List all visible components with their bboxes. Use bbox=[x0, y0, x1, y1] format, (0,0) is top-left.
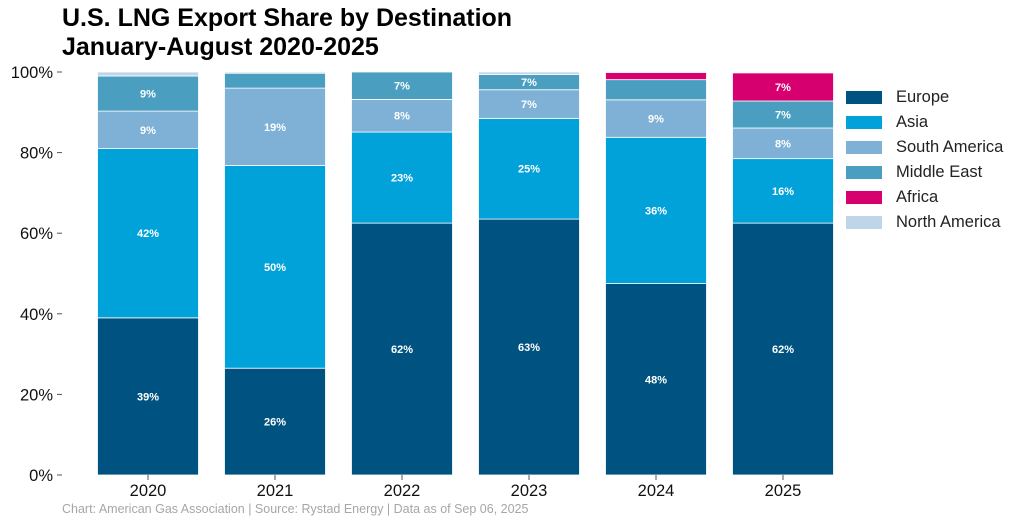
x-tick-label: 2025 bbox=[765, 482, 802, 500]
data-label: 9% bbox=[140, 89, 156, 101]
y-tick-label: 60% bbox=[20, 225, 53, 243]
bar-segment-middle-east bbox=[351, 71, 453, 100]
bar-segment-europe bbox=[478, 218, 580, 476]
data-label: 8% bbox=[394, 111, 410, 123]
bar-segment-africa bbox=[732, 72, 834, 102]
bar-segment-north-america bbox=[732, 71, 834, 74]
legend-swatch bbox=[846, 216, 882, 229]
bar-segment-middle-east bbox=[732, 100, 834, 129]
legend-label: South America bbox=[896, 138, 1004, 156]
bar-segment-europe bbox=[97, 317, 199, 476]
title-line-1: U.S. LNG Export Share by Destination bbox=[62, 4, 513, 32]
x-tick-label: 2021 bbox=[257, 482, 294, 500]
data-labels: 39% 42% 9% 9% 26% 50% 19% 62% 23% 8% 7% 63% 25% 7% 7% 4… bbox=[137, 77, 794, 429]
bar-segment-africa bbox=[605, 72, 707, 81]
chart-title: U.S. LNG Export Share by Destination Jan… bbox=[62, 4, 512, 62]
legend-label: Africa bbox=[896, 188, 939, 206]
bar-segment-south-america bbox=[478, 89, 580, 119]
data-label: 7% bbox=[775, 110, 791, 122]
y-tick-label: 20% bbox=[20, 386, 53, 404]
data-label: 26% bbox=[264, 417, 286, 429]
legend-swatch bbox=[846, 116, 882, 129]
legend-item: South America bbox=[846, 135, 1003, 160]
bar-segment-europe bbox=[605, 283, 707, 476]
y-axis: 0% 20% 40% 60% 80% 100% bbox=[11, 64, 62, 485]
legend: Europe Asia South America Middle East Africa… bbox=[846, 85, 1003, 235]
legend-item: Middle East bbox=[846, 160, 1003, 185]
legend-label: Europe bbox=[896, 88, 950, 106]
data-label: 19% bbox=[264, 122, 286, 134]
x-tick-label: 2023 bbox=[511, 482, 548, 500]
legend-item: Europe bbox=[846, 85, 1003, 110]
data-label: 50% bbox=[264, 262, 286, 274]
data-label: 39% bbox=[137, 391, 159, 403]
legend-label: Asia bbox=[896, 113, 929, 131]
legend-item: Asia bbox=[846, 110, 1003, 135]
legend-swatch bbox=[846, 141, 882, 154]
chart-caption: Chart: American Gas Association | Source… bbox=[62, 502, 529, 516]
data-label: 36% bbox=[645, 205, 667, 217]
bar-segment-north-america bbox=[224, 71, 326, 74]
y-tick-label: 40% bbox=[20, 306, 53, 324]
data-label: 62% bbox=[772, 344, 794, 356]
x-tick-label: 2024 bbox=[638, 482, 675, 500]
data-label: 9% bbox=[648, 114, 664, 126]
bar-segment-asia bbox=[97, 148, 199, 319]
title-line-2: January-August 2020-2025 bbox=[62, 33, 379, 61]
bar-segment-europe bbox=[732, 222, 834, 476]
data-label: 7% bbox=[775, 82, 791, 94]
bar-segment-south-america bbox=[605, 99, 707, 138]
data-label: 25% bbox=[518, 164, 540, 176]
bar-segment-asia bbox=[478, 117, 580, 220]
bar-segment-north-america bbox=[478, 71, 580, 75]
data-label: 8% bbox=[775, 138, 791, 150]
bar-segment-asia bbox=[732, 158, 834, 224]
y-tick-label: 0% bbox=[29, 467, 53, 485]
bar-segment-asia bbox=[224, 165, 326, 369]
legend-swatch bbox=[846, 91, 882, 104]
x-axis: 2020 2021 2022 2023 2024 2025 bbox=[130, 475, 802, 500]
bar-segment-europe bbox=[351, 222, 453, 476]
bar-segment-middle-east bbox=[605, 79, 707, 101]
data-label: 63% bbox=[518, 342, 540, 354]
legend-item: Africa bbox=[846, 185, 1003, 210]
x-tick-label: 2022 bbox=[384, 482, 421, 500]
legend-label: Middle East bbox=[896, 163, 983, 181]
legend-label: North America bbox=[896, 213, 1001, 231]
bar-segment-europe bbox=[224, 367, 326, 476]
data-label: 23% bbox=[391, 173, 413, 185]
legend-item: North America bbox=[846, 210, 1003, 235]
data-label: 9% bbox=[140, 125, 156, 137]
data-label: 7% bbox=[521, 99, 537, 111]
bar-segment-south-america bbox=[732, 127, 834, 160]
x-tick-label: 2020 bbox=[130, 482, 167, 500]
legend-swatch bbox=[846, 166, 882, 179]
bar-segment-north-america bbox=[97, 71, 199, 77]
bar-segment-south-america bbox=[224, 87, 326, 166]
data-label: 7% bbox=[521, 77, 537, 89]
data-label: 42% bbox=[137, 228, 159, 240]
bar-segment-south-america bbox=[351, 99, 453, 133]
data-label: 62% bbox=[391, 344, 413, 356]
y-tick-label: 100% bbox=[11, 64, 54, 82]
data-label: 7% bbox=[394, 81, 410, 93]
data-label: 48% bbox=[645, 374, 667, 386]
bars bbox=[97, 71, 834, 476]
bar-segment-middle-east bbox=[224, 72, 326, 89]
bar-segment-asia bbox=[605, 136, 707, 284]
y-tick-label: 80% bbox=[20, 145, 53, 163]
data-label: 16% bbox=[772, 186, 794, 198]
legend-swatch bbox=[846, 191, 882, 204]
